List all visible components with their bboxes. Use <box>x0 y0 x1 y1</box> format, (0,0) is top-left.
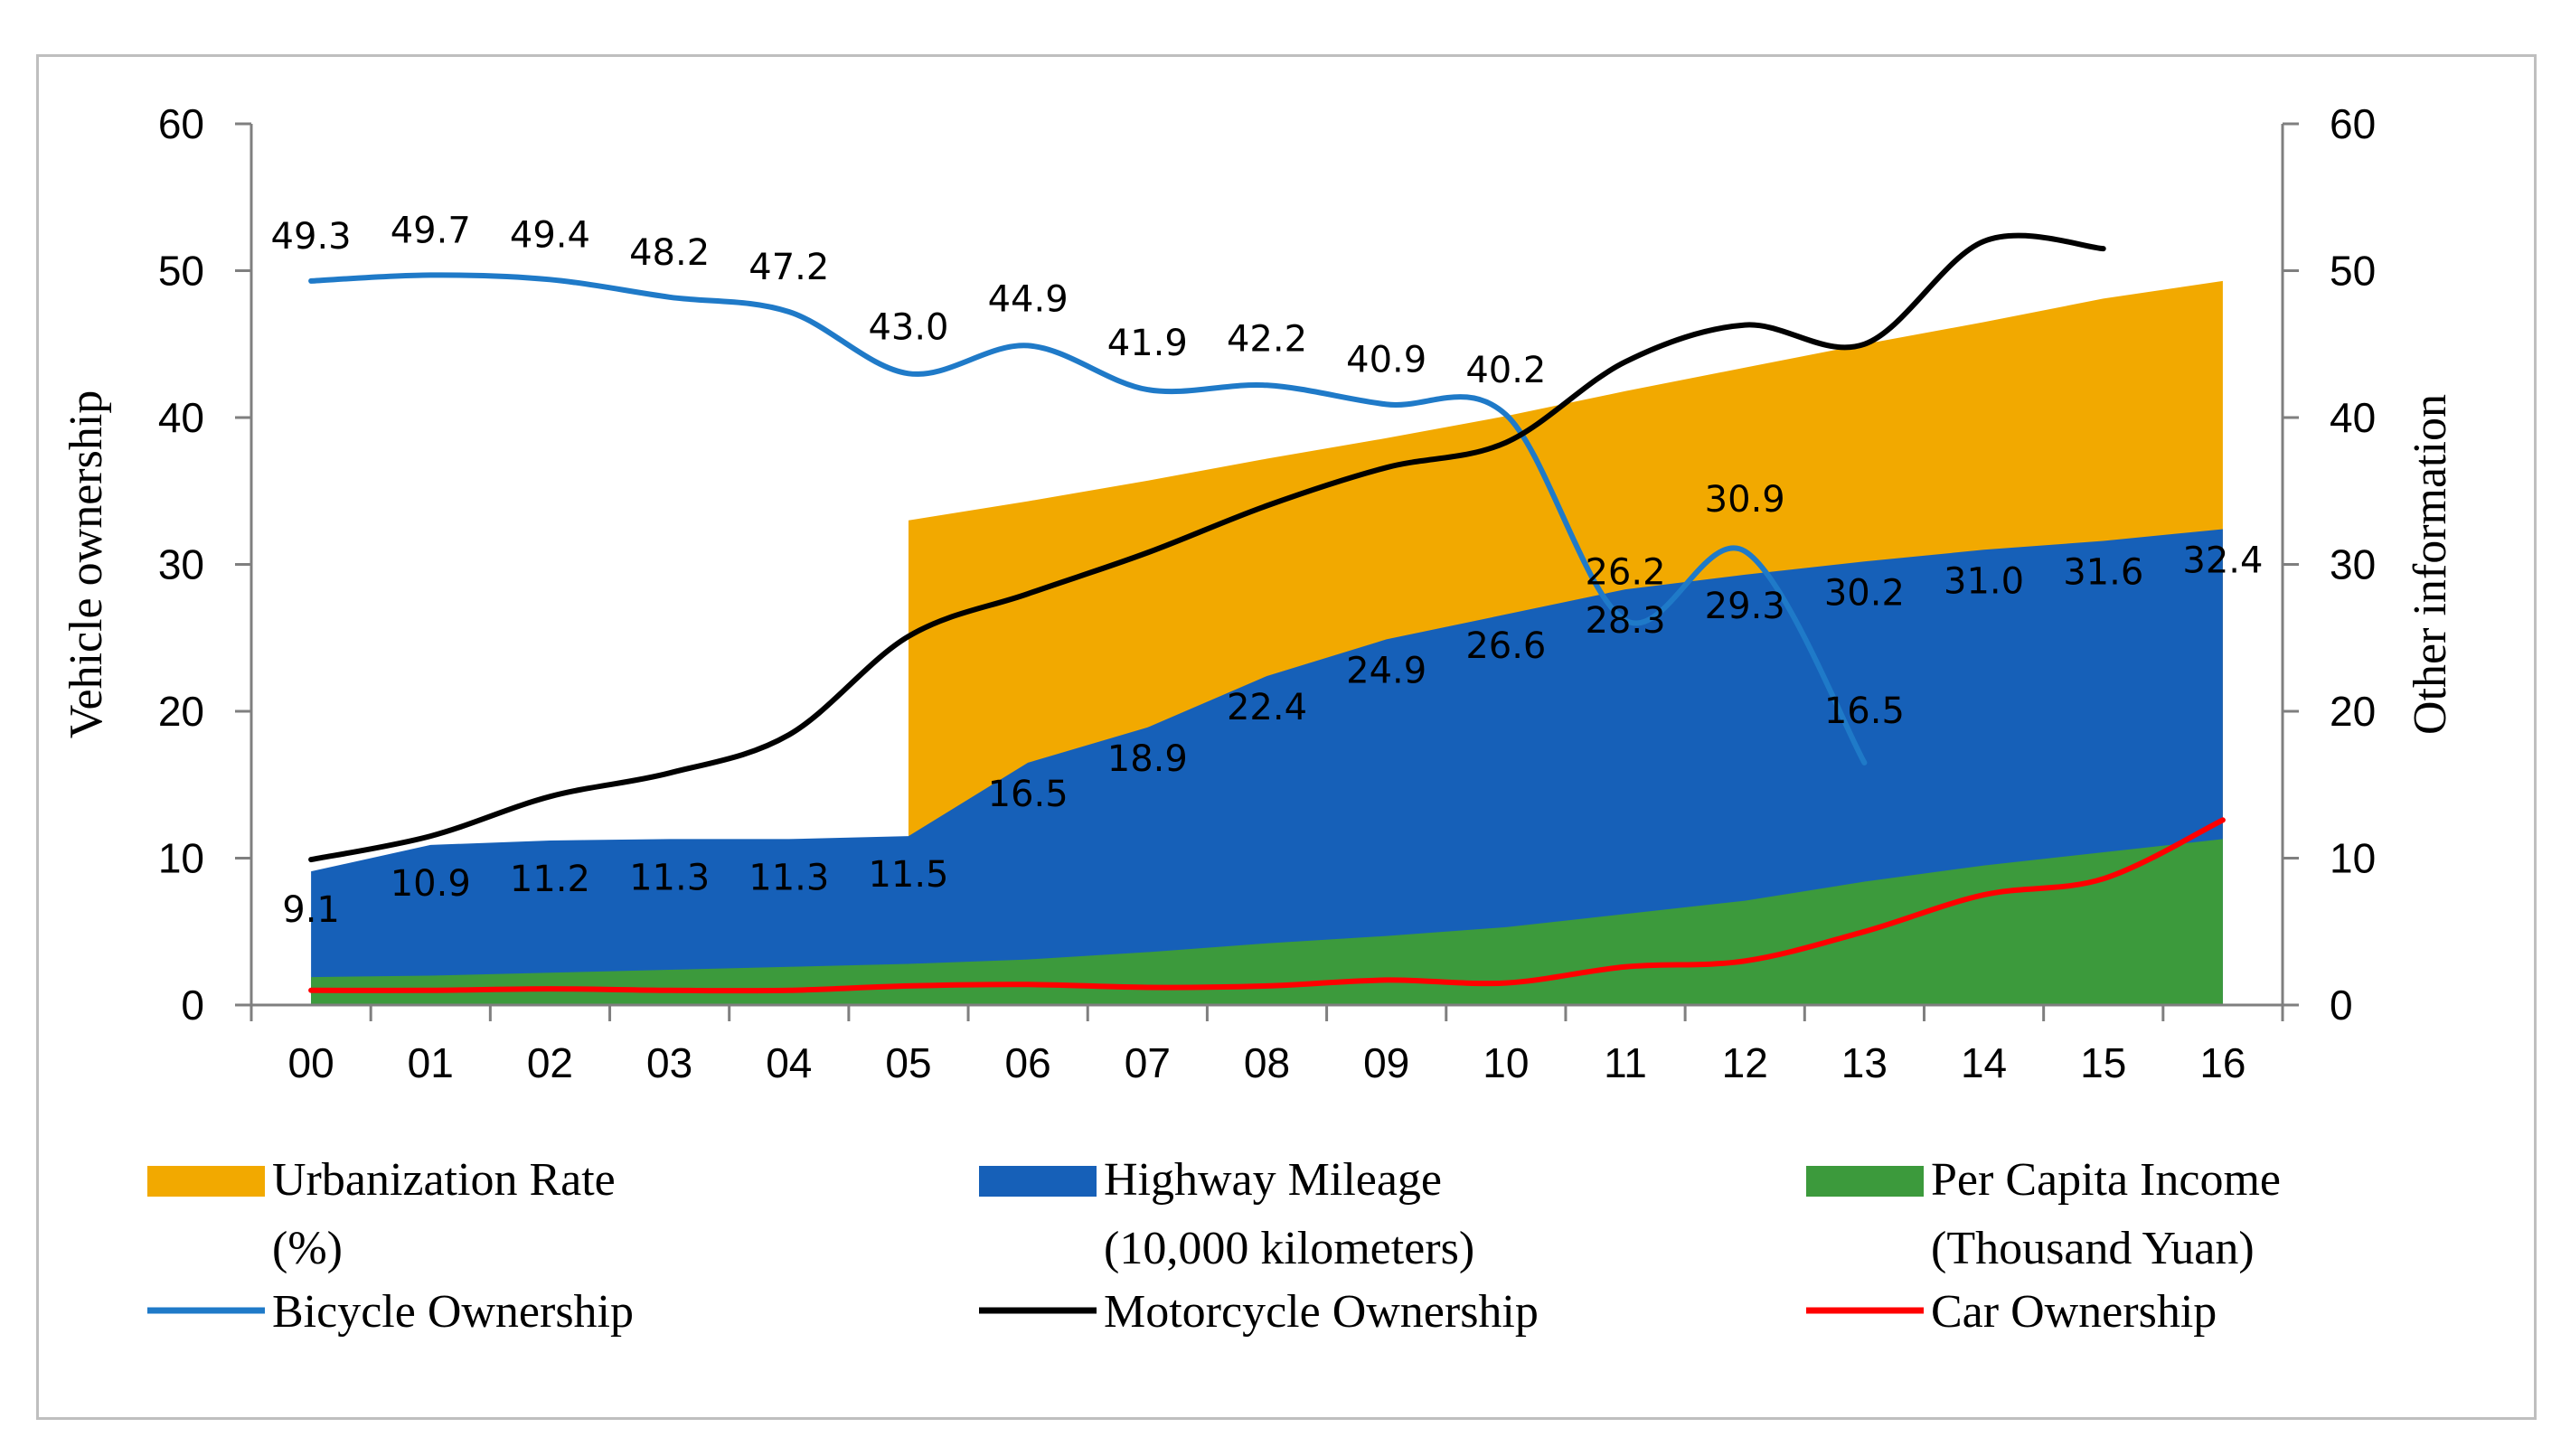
x-tick-label: 01 <box>408 1039 454 1086</box>
legend-swatch-urbanization-rate <box>147 1166 265 1197</box>
highway-data-label: 28.3 <box>1585 600 1665 642</box>
x-tick-label: 07 <box>1125 1039 1171 1086</box>
highway-data-label: 26.6 <box>1465 625 1546 667</box>
legend-swatch-per-capita-income <box>1806 1166 1924 1197</box>
x-tick-label: 12 <box>1722 1039 1768 1086</box>
legend-swatch-highway-mileage <box>979 1166 1097 1197</box>
legend-label-line2: (10,000 kilometers) <box>1104 1223 1474 1274</box>
legend-label: Highway Mileage <box>1104 1154 1442 1206</box>
left-tick-label: 50 <box>158 248 204 295</box>
bicycle-data-label: 49.4 <box>510 214 590 256</box>
left-axis-title: Vehicle ownership <box>61 390 112 739</box>
x-tick-label: 15 <box>2080 1039 2126 1086</box>
x-tick-label: 10 <box>1483 1039 1529 1086</box>
bicycle-data-label: 42.2 <box>1227 318 1307 360</box>
highway-data-label: 16.5 <box>988 774 1069 815</box>
right-tick-label: 30 <box>2330 541 2376 588</box>
x-tick-label: 04 <box>766 1039 812 1086</box>
legend-label-line2: (Thousand Yuan) <box>1931 1223 2255 1274</box>
line-motorcycle-ownership <box>308 232 2106 863</box>
left-tick-label: 0 <box>181 982 204 1029</box>
left-tick-label: 30 <box>158 541 204 588</box>
highway-data-label: 31.6 <box>2063 552 2143 594</box>
x-tick-label: 13 <box>1841 1039 1888 1086</box>
bicycle-data-label: 49.3 <box>271 216 352 258</box>
highway-data-label: 31.0 <box>1944 560 2024 602</box>
line-bicycle-ownership <box>308 272 1868 766</box>
x-tick-label: 06 <box>1005 1039 1051 1086</box>
legend-label-line2: (%) <box>272 1223 343 1274</box>
x-tick-label: 05 <box>885 1039 931 1086</box>
line-car-ownership <box>308 817 2226 994</box>
bicycle-data-label: 30.9 <box>1705 479 1785 521</box>
highway-data-label: 29.3 <box>1705 586 1785 627</box>
right-tick-label: 50 <box>2330 248 2376 295</box>
legend-label: Per Capita Income <box>1931 1154 2281 1206</box>
left-tick-label: 60 <box>158 100 204 147</box>
left-tick-label: 40 <box>158 394 204 441</box>
x-tick-label: 09 <box>1363 1039 1409 1086</box>
highway-data-label: 11.2 <box>510 859 590 900</box>
bicycle-data-label: 40.2 <box>1465 350 1546 391</box>
highway-data-label: 11.3 <box>749 857 829 898</box>
right-tick-label: 40 <box>2330 394 2376 441</box>
highway-data-label: 10.9 <box>391 863 471 905</box>
bicycle-data-label: 26.2 <box>1585 551 1665 593</box>
x-tick-label: 02 <box>527 1039 573 1086</box>
right-tick-label: 20 <box>2330 688 2376 735</box>
bicycle-data-label: 48.2 <box>629 232 710 274</box>
bicycle-data-label: 43.0 <box>868 306 948 348</box>
right-tick-label: 10 <box>2330 835 2376 882</box>
right-tick-label: 0 <box>2330 982 2353 1029</box>
legend-label: Car Ownership <box>1931 1286 2217 1338</box>
highway-data-label: 30.2 <box>1824 572 1905 614</box>
left-tick-label: 10 <box>158 835 204 882</box>
area-highway-mileage <box>311 529 2223 1005</box>
x-tick-label: 08 <box>1244 1039 1290 1086</box>
legend-label: Motorcycle Ownership <box>1104 1286 1539 1338</box>
bicycle-data-label: 16.5 <box>1824 690 1905 732</box>
x-tick-label: 14 <box>1961 1039 2007 1086</box>
bicycle-data-label: 40.9 <box>1346 339 1426 380</box>
x-tick-label: 16 <box>2199 1039 2246 1086</box>
legend-label: Urbanization Rate <box>272 1154 616 1206</box>
highway-data-label: 24.9 <box>1346 650 1426 691</box>
legend-label: Bicycle Ownership <box>272 1286 634 1338</box>
highway-data-label: 18.9 <box>1107 738 1188 780</box>
highway-data-label: 11.3 <box>629 857 710 898</box>
x-tick-label: 11 <box>1604 1039 1647 1086</box>
bicycle-data-label: 41.9 <box>1107 323 1188 364</box>
bicycle-data-label: 44.9 <box>988 278 1069 320</box>
bicycle-data-label: 49.7 <box>391 210 471 251</box>
x-tick-label: 03 <box>646 1039 692 1086</box>
highway-data-label: 11.5 <box>868 854 948 896</box>
bicycle-data-label: 47.2 <box>749 247 829 288</box>
right-axis-title: Other information <box>2405 394 2456 735</box>
highway-data-label: 22.4 <box>1227 687 1307 728</box>
highway-data-label: 32.4 <box>2182 540 2263 582</box>
right-tick-label: 60 <box>2330 100 2376 147</box>
highway-data-label: 9.1 <box>282 889 340 931</box>
left-tick-label: 20 <box>158 688 204 735</box>
x-tick-label: 00 <box>288 1039 334 1086</box>
